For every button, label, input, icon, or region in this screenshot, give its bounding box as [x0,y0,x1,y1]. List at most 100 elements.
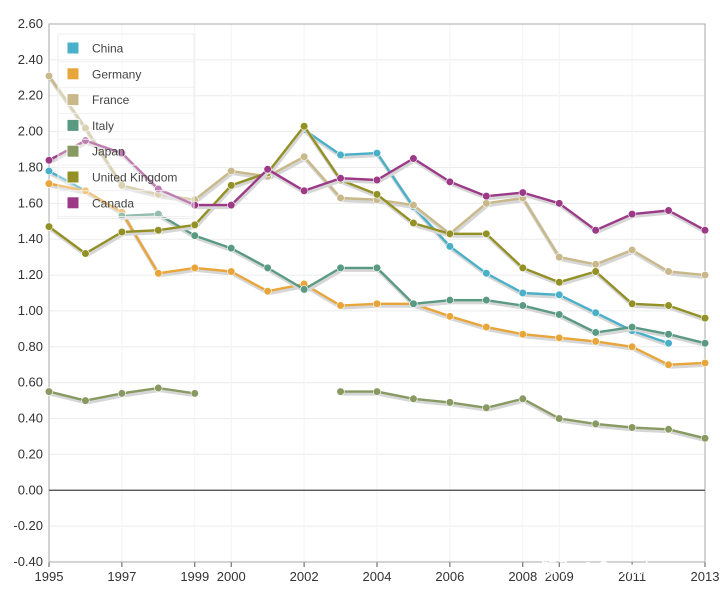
data-point [190,389,199,398]
legend-box [57,33,195,220]
data-point [445,312,454,321]
data-point [117,181,126,190]
data-point [482,199,491,208]
data-point [591,226,600,235]
axis-layer: 2.60 2.40 2.20 2.00 1.80 1.60 1.40 1.20 1.00 0.80… [13,16,719,584]
data-point [117,227,126,237]
x-tick-label: 2004 [363,569,392,584]
y-tick-label: 1.40 [18,231,43,246]
data-point [81,123,90,133]
data-point [44,166,54,176]
data-point [518,301,527,310]
data-point [44,71,54,81]
data-point [300,186,309,195]
data-point [628,299,637,308]
data-point [518,188,527,197]
data-point [263,263,272,272]
data-point [664,301,673,310]
x-tick-label: 2013 [691,569,720,584]
data-point [117,211,126,220]
data-point [44,222,54,231]
data-point [300,152,309,161]
data-point [445,296,454,305]
x-tick-label: 2011 [618,569,646,584]
series-layer [44,71,710,443]
x-tick-label: 2002 [290,569,319,584]
y-tick-label: 1.80 [18,159,43,174]
data-point [154,209,163,219]
data-point [154,226,163,235]
data-point [263,287,272,296]
y-tick-label: 2.00 [18,124,43,139]
data-point [190,263,199,272]
legend-swatch [66,93,80,107]
data-point [44,179,54,188]
data-point [190,231,199,240]
legend-swatch [66,67,80,81]
y-tick-label: 2.40 [18,52,43,67]
data-point [628,322,637,332]
data-point [409,154,418,163]
legend-swatch [66,170,80,184]
series-united-kingdom [44,122,710,323]
legend-label: Germany [92,67,141,81]
data-point [227,166,236,176]
legend-label: China [92,42,124,56]
data-point [555,290,564,299]
y-tick-label: -0.40 [13,554,43,569]
data-point [591,260,600,269]
y-tick-label: 1.00 [18,303,43,318]
data-point [44,387,54,396]
data-point [518,288,527,298]
data-point [664,425,673,434]
data-point [227,181,236,190]
x-tick-label: 1995 [35,569,64,584]
data-point [190,220,199,229]
data-point [700,339,710,348]
data-point [117,389,126,398]
data-point [700,314,710,323]
data-point [628,245,637,255]
legend-label: France [92,93,130,107]
data-point [263,165,272,174]
data-point [227,267,236,276]
data-point [555,278,564,287]
data-point [81,396,90,405]
legend: China Germany France Italy Japan United Kingd… [57,33,195,220]
data-point [664,339,673,348]
data-point [44,156,54,165]
data-point [518,263,527,272]
data-point [591,267,600,276]
data-point [445,177,454,186]
data-point [409,394,418,403]
y-tick-label: 0.20 [18,446,43,461]
data-point [700,434,710,443]
data-point [591,308,600,317]
data-point [372,387,382,396]
data-point [482,269,491,278]
y-tick-label: 0.60 [18,375,43,390]
data-point [190,201,199,210]
data-point [336,301,345,310]
data-point [300,122,309,131]
data-point [154,269,163,278]
legend-swatch [66,196,80,210]
data-point [555,199,564,208]
data-point [628,423,637,432]
data-point [700,358,710,368]
data-point [664,206,673,215]
data-point [482,229,491,238]
y-tick-label: 0.80 [18,339,43,354]
plot-frame [48,23,706,563]
data-point [700,270,710,280]
legend-swatch [66,118,80,132]
data-point [336,193,345,203]
data-point [482,322,491,332]
x-tick-label: 1997 [107,569,136,584]
data-point [117,149,126,158]
data-point [591,419,600,429]
x-tick-label: 2009 [545,569,574,584]
x-tick-label: 2000 [217,569,246,584]
data-point [591,337,600,346]
